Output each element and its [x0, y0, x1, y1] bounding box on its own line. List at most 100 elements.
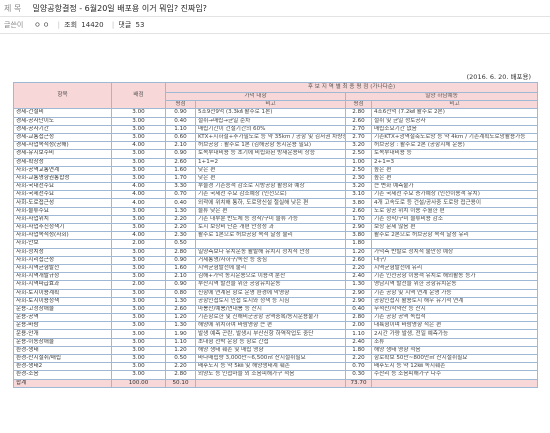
table-row: 경제-공사기간 3.00 1.10 매립기간이 건설기간의 60% 2.70 매립소요기간… [13, 124, 539, 134]
table-row: 사회-국제선수요 4.00 0.70 기존 국제선 수요 감소예상 (인천으로) 3.1… [13, 190, 539, 200]
cell-g-note: 바다매립량 3,000만~6,500㎥ 산지절취필요 [195, 353, 346, 364]
table-row: 운용-바람 3.00 1.30 해양에 위치하여 바람영향 큰 편 2.00 내륙형이며 … [13, 321, 539, 331]
cell-g-score: 1.10 [165, 124, 196, 134]
score-table-body: 경제-건설비 3.00 0.90 5조9천9억 (3.3㎢ 활주로 1본) 2.80 4조… [13, 108, 539, 388]
table-row: 운용-이동장애물 3.00 1.10 초대형 선박 운항 등 항로 간섭 2.40 조류 [13, 337, 539, 347]
cell-m-note: 허브공항 : 활주로 2본 (공항지체 운용) [370, 141, 539, 151]
comments-label: 댓글 [118, 21, 132, 29]
cell-m-note: 가덕측 반발로 정치적 불안정 예상 [370, 247, 539, 257]
cell-m-note: 지역균형발전에 유리 [370, 263, 539, 274]
table-row: 경제-확장성 3.00 2.60 1+1=2 1.00 2+1=3 [13, 157, 539, 167]
cell-m-score: 2.40 [345, 272, 372, 282]
cell-item: 사회-사업추진정책기 [13, 222, 112, 233]
cell-m-note: 도로 항공 위치 이용 수월한 편 [370, 206, 539, 216]
cell-item: 사회-안보 [13, 239, 112, 249]
col-miryang-score: 평점 [345, 100, 372, 110]
meta-separator: | [111, 21, 115, 29]
cell-weight: 3.00 [111, 173, 166, 184]
cell-m-score: 2.50 [345, 149, 372, 159]
table-row: 경제-교통접근성 3.00 0.60 KTX+지하철+추가필도로 등 약 35km /… [13, 132, 539, 143]
cell-m-score: 3.10 [345, 190, 372, 200]
cell-m-score: 2.00 [345, 321, 372, 331]
cell-g-score: 0.90 [165, 149, 196, 159]
cell-item: 사회-교통영향권통합성 [13, 173, 112, 184]
cell-m-note: 토목부대비용 등 [370, 149, 539, 159]
cell-m-score: 3.20 [345, 182, 372, 192]
cell-m-score: 2.90 [345, 222, 372, 233]
cell-m-score: 1.80 [345, 345, 372, 356]
cell-m-score: 1.00 [345, 157, 372, 167]
cell-m-note: 4조6천억 (7.2㎢ 활주로 2본) [370, 108, 539, 118]
cell-weight: 3.00 [111, 149, 166, 159]
cell-item: 사회-공역교통연계 [13, 165, 112, 175]
table-row: 사회-지역개발규정 3.00 2.10 김해+가덕 동시운용으로 이용객 분산 2.40… [13, 272, 539, 282]
cell-g-note: 부산지역 발전을 위한 공항유치운동 [195, 280, 346, 290]
cell-m-note: 4개 고속도로 등 건설/공사중 도로망 접근용이 [370, 198, 539, 208]
cell-g-score: 0.80 [165, 288, 196, 298]
cell-weight: 3.00 [111, 247, 166, 257]
comments-count[interactable]: 53 [135, 21, 145, 29]
cell-g-score: 2.60 [165, 157, 196, 167]
cell-item: 경제-공사난이도 [13, 116, 112, 126]
cell-m-note: 보상 문제 많음 편 [370, 222, 539, 233]
table-row: 사회-사업추진정책기 3.00 2.20 토지 보상비 단순 개편 안정성 과 2.90… [13, 222, 539, 233]
cell-m-note: 항로확보 50만~800만㎥ 산지절취필요 [370, 353, 539, 364]
cell-g-score: 1.90 [165, 329, 196, 339]
cell-g-note: 공항인접토지 인접 토지와 정책 등 지침 [195, 296, 346, 306]
cell-g-note: KTX+지하철+추가필도로 등 약 35km / 공항 및 김서권 차량정체망 … [195, 132, 346, 143]
author-name[interactable]: ㅇ ㅇ [34, 21, 50, 29]
col-miryang-note: 비고 [370, 100, 539, 110]
cell-m-note: 배후도시 등 약 12㎞ 녹지훼손 [370, 362, 539, 372]
cell-item: 경제-사업목적성(공해) [13, 141, 112, 151]
cell-weight: 3.00 [111, 288, 166, 298]
table-row: 사회-교통영향권통합성 3.00 1.70 낮은 편 2.30 높은 편 [13, 173, 539, 184]
table-row: 사회-토지이용정책 3.00 1.30 공항인접토지 인접 토지와 정책 등 지침 2.… [13, 296, 539, 306]
cell-g-note: 물류 낮은 편 [195, 206, 346, 216]
total-empty-cell [195, 378, 346, 388]
cell-item: 경제-공사기간 [13, 124, 112, 134]
cell-m-note [370, 239, 539, 249]
total-item: 합계 [13, 378, 112, 388]
cell-m-note: 기존 국제선 수요 증가예상 (인천이용객 유치) [370, 190, 539, 200]
cell-weight: 3.00 [111, 304, 166, 315]
cell-g-note: 낮은 편 [195, 165, 346, 175]
cell-m-score: 1.30 [345, 280, 372, 290]
score-table: 항목 배점 후 보 지 역 별 최 종 평 점 (가나다순) 가덕 대항 밀양 … [13, 81, 539, 388]
cell-m-score: 2.70 [345, 124, 372, 134]
cell-m-note: 활주로 2본으로 허브공항 목적 달성 유리 [370, 231, 539, 241]
cell-weight: 3.00 [111, 108, 166, 118]
cell-g-note: 활주로 1본으로 허브공항 목적 달성 불리 [195, 231, 346, 241]
cell-m-note: 기존 정착/구미 물류비용 감소 [370, 214, 539, 225]
cell-item: 운용-이동장애물 [13, 337, 112, 347]
col-weight: 배점 [111, 81, 166, 110]
table-row: 환경-생태 3.00 1.20 해양 생태 훼손 및 매립 영향 1.80 해양 생태 영… [13, 345, 539, 356]
cell-m-score: 1.80 [345, 239, 372, 249]
cell-m-note: 2시간 가량 발생, 전일 예측가능 [370, 329, 539, 339]
cell-weight: 3.00 [111, 353, 166, 364]
cell-m-note: 높은 편 [370, 165, 539, 175]
cell-g-score: 0.90 [165, 280, 196, 290]
cell-g-score: 1.30 [165, 206, 196, 216]
cell-m-note: 공항인접지 활용토지 해우 유기적 연계 [370, 296, 539, 306]
cell-item: 환경-소음 [13, 370, 112, 380]
cell-m-note: 대구/ [370, 255, 539, 265]
cell-g-score: 2.10 [165, 272, 196, 282]
cell-item: 사회-지역파급효과 [13, 280, 112, 290]
cell-g-score: 0.90 [165, 255, 196, 265]
cell-m-note: 기존KTX+광역철축도로망 등 약 4km / 기존계획도로망활용가능 [370, 132, 539, 143]
cell-m-score: 2.60 [345, 255, 372, 265]
cell-m-note: 해양 생태 영향 적음 [370, 345, 539, 356]
score-document: (2016. 6. 20. 배포용) 항목 배점 후 보 지 역 별 최 종 평… [13, 68, 539, 426]
cell-m-note: 영남지역 발전을 위한 공항유치운동 [370, 280, 539, 290]
table-row: 환경-산지절취/매립 3.00 0.50 바다매립량 3,000만~6,500㎥ 산지… [13, 353, 539, 364]
cell-g-score: 1.20 [165, 313, 196, 323]
cell-m-score: 0.30 [345, 370, 372, 380]
cell-weight: 3.00 [111, 337, 166, 347]
cell-weight: 3.00 [111, 116, 166, 126]
cell-g-note: 낮은 편 [195, 173, 346, 184]
cell-weight: 3.00 [111, 313, 166, 323]
cell-g-score: 2.10 [165, 141, 196, 151]
cell-weight: 2.00 [111, 280, 166, 290]
table-row: 사회-지역파급효과 2.00 0.90 부산지역 발전을 위한 공항유치운동 1.30 영… [13, 280, 539, 290]
cell-item: 환경-생태2 [13, 362, 112, 372]
